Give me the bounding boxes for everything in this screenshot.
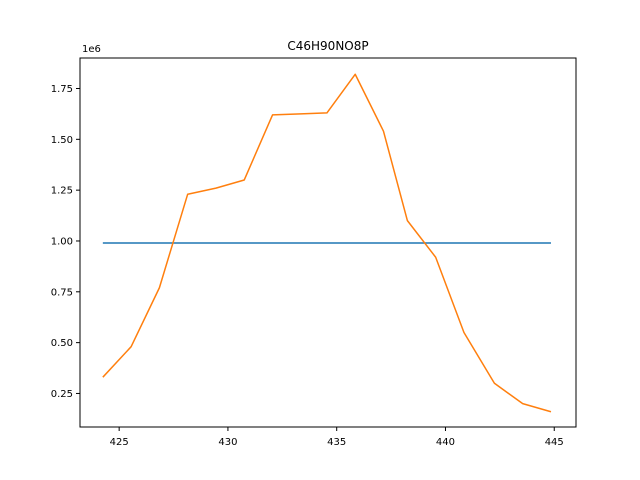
x-tick-label: 430 (218, 437, 237, 448)
y-tick-label: 1.25 (51, 186, 73, 197)
x-tick-label: 425 (110, 437, 129, 448)
x-axis: 425 430 435 440 445 (110, 427, 564, 448)
y-tick-label: 0.50 (51, 338, 73, 349)
x-tick-label: 445 (545, 437, 564, 448)
y-offset-label: 1e6 (82, 44, 101, 55)
y-axis: 0.25 0.50 0.75 1.00 1.25 1.50 1.75 (51, 84, 80, 400)
x-tick-label: 440 (436, 437, 455, 448)
plot-frame (79, 57, 577, 428)
y-tick-label: 1.75 (51, 84, 73, 95)
chart-title: C46H90NO8P (287, 39, 368, 53)
y-tick-label: 1.00 (51, 236, 73, 247)
y-tick-label: 0.75 (51, 287, 73, 298)
series-layer (102, 73, 552, 413)
x-tick-label: 435 (327, 437, 346, 448)
y-tick-label: 1.50 (51, 135, 73, 146)
series-line-2 (102, 73, 552, 413)
y-tick-label: 0.25 (51, 389, 73, 400)
